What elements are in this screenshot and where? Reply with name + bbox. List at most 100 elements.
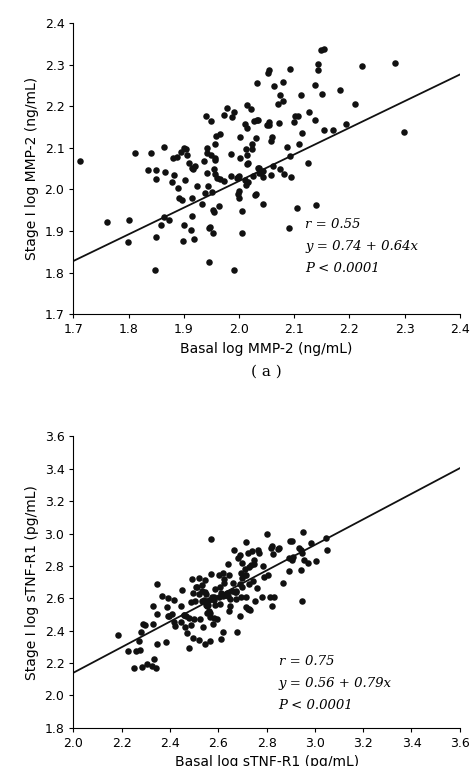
Text: y = 0.74 + 0.64x: y = 0.74 + 0.64x (305, 240, 418, 253)
Point (285, 565, 292, 577)
Point (145, 164, 152, 176)
Point (270, 591, 278, 604)
Point (215, 591, 223, 603)
Point (175, 192, 182, 205)
Point (203, 167, 211, 179)
Point (265, 64, 273, 76)
Point (225, 604, 233, 617)
Point (131, 146, 139, 159)
Point (242, 591, 250, 604)
Point (269, 539, 276, 552)
Point (216, 173, 224, 185)
Point (168, 608, 175, 620)
Point (241, 569, 249, 581)
Point (249, 170, 257, 182)
Point (268, 135, 275, 147)
Point (213, 613, 221, 625)
Point (152, 264, 159, 277)
Point (295, 542, 303, 554)
Text: r = 0.75: r = 0.75 (279, 655, 334, 668)
Point (305, 106, 313, 118)
Point (276, 89, 283, 101)
Point (236, 578, 244, 591)
Point (177, 601, 184, 613)
Point (301, 554, 308, 566)
Point (295, 138, 302, 150)
Point (207, 149, 214, 161)
Point (298, 547, 306, 559)
Point (202, 599, 210, 611)
Point (213, 130, 220, 142)
Point (244, 99, 251, 111)
Point (149, 618, 156, 630)
Point (232, 586, 239, 598)
Point (228, 110, 236, 123)
Point (187, 619, 194, 631)
Point (203, 142, 211, 154)
Point (230, 264, 238, 277)
Point (157, 219, 165, 231)
Point (137, 643, 144, 656)
Point (191, 595, 199, 607)
Point (224, 590, 232, 602)
Point (205, 221, 213, 234)
Point (114, 629, 122, 641)
Point (211, 583, 219, 595)
Point (195, 634, 203, 647)
Point (200, 155, 207, 167)
Point (311, 79, 319, 91)
Text: r = 0.55: r = 0.55 (305, 218, 361, 231)
Point (217, 588, 224, 600)
Text: P < 0.0001: P < 0.0001 (279, 699, 353, 712)
Point (138, 660, 146, 673)
Point (250, 554, 258, 566)
Point (163, 601, 170, 614)
Point (199, 198, 206, 210)
Point (209, 205, 217, 217)
Point (211, 168, 219, 180)
Point (342, 118, 350, 130)
Point (130, 662, 137, 674)
Point (171, 169, 178, 181)
Point (286, 63, 294, 75)
Point (189, 192, 196, 204)
Point (268, 600, 275, 612)
Point (297, 544, 305, 556)
Point (220, 573, 228, 585)
Point (267, 542, 275, 554)
Point (206, 607, 214, 619)
Point (210, 591, 218, 603)
Point (207, 114, 215, 126)
Point (247, 558, 255, 571)
Y-axis label: Stage I log sTNF-R1 (pg/mL): Stage I log sTNF-R1 (pg/mL) (25, 485, 39, 679)
Point (253, 77, 261, 89)
Point (305, 557, 312, 569)
Point (232, 585, 239, 597)
Point (210, 228, 217, 240)
Point (196, 613, 203, 625)
Point (274, 543, 282, 555)
Point (358, 60, 366, 72)
Point (204, 599, 212, 611)
Point (188, 210, 196, 222)
Point (320, 123, 328, 136)
Point (201, 594, 208, 607)
Point (185, 641, 193, 653)
Point (189, 587, 197, 599)
Point (190, 233, 198, 245)
Point (170, 594, 177, 606)
Point (293, 201, 301, 214)
Point (242, 143, 250, 155)
Point (259, 198, 267, 210)
Point (189, 572, 196, 584)
Point (162, 636, 170, 648)
Point (315, 64, 322, 76)
Point (237, 567, 245, 579)
Point (164, 611, 172, 623)
Y-axis label: Stage I log MMP-2 (ng/mL): Stage I log MMP-2 (ng/mL) (25, 77, 39, 260)
Point (125, 214, 132, 226)
Point (237, 611, 244, 623)
Point (191, 159, 199, 172)
Point (233, 626, 241, 638)
Point (304, 157, 312, 169)
